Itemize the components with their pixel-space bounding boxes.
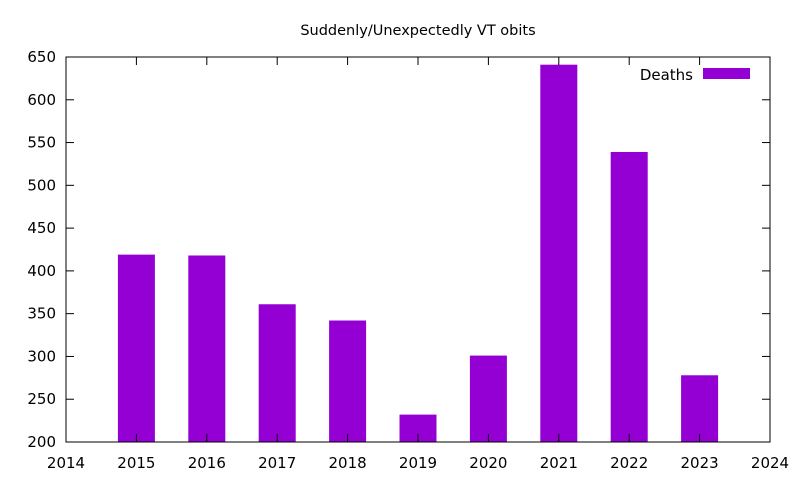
chart-title: Suddenly/Unexpectedly VT obits [300,23,535,39]
bars-layer [117,64,719,442]
bar-2023 [681,375,719,442]
x-tick-label: 2015 [117,454,155,472]
y-tick-labels: 200 250 300 350 400 450 500 550 600 650 [27,48,56,451]
x-tick-label: 2020 [469,454,507,472]
bar-2018 [329,320,367,442]
bar-2022 [610,151,648,442]
legend-swatch [703,68,750,79]
plot-frame [65,56,771,443]
bar-2016 [188,255,226,442]
x-tick-label: 2022 [610,454,648,472]
bar-2021 [540,64,578,442]
y-tick-label: 300 [27,347,56,365]
y-tick-label: 550 [27,134,56,152]
x-tick-label: 2014 [47,454,85,472]
x-tick-label: 2021 [540,454,578,472]
x-tick-label: 2019 [399,454,437,472]
y-tick-label: 200 [27,433,56,451]
bar-2017 [258,304,296,442]
y-tick-label: 650 [27,48,56,66]
bar-2015 [117,254,155,442]
x-tick-label: 2023 [681,454,719,472]
x-tick-label: 2024 [751,454,789,472]
legend: Deaths [640,66,750,84]
y-tick-label: 350 [27,305,56,323]
x-tick-label: 2016 [188,454,226,472]
y-tick-label: 500 [27,176,56,194]
y-tick-label: 400 [27,262,56,280]
bar-2020 [469,355,507,442]
y-tick-label: 450 [27,219,56,237]
legend-label: Deaths [640,66,693,84]
x-tick-label: 2018 [329,454,367,472]
x-tick-label: 2017 [258,454,296,472]
x-tick-labels: 2014 2015 2016 2017 2018 2019 2020 2021 2022 2023… [47,454,789,472]
y-tick-label: 600 [27,91,56,109]
ticks-layer [65,56,771,443]
y-tick-label: 250 [27,390,56,408]
